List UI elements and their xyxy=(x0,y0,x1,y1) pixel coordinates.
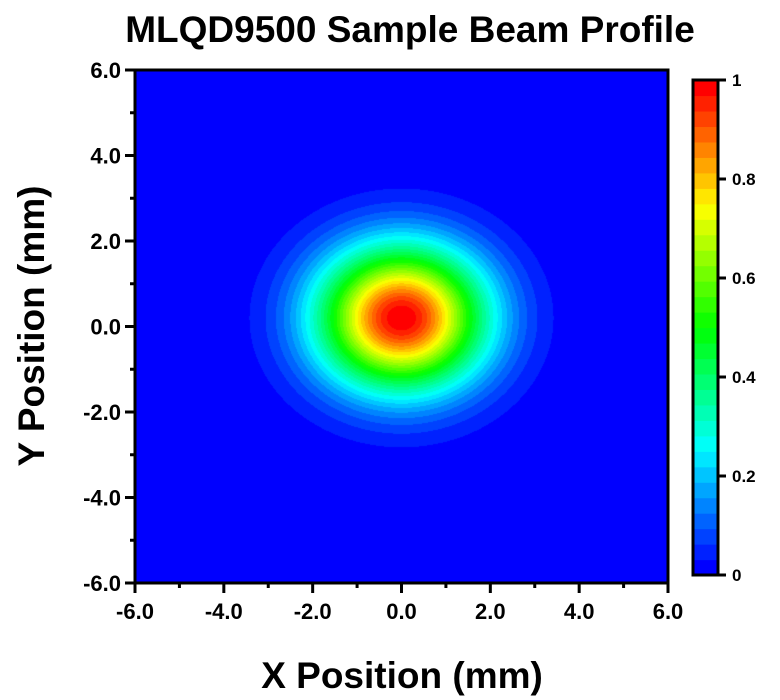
colorbar-level xyxy=(693,528,718,545)
y-axis-label: Y Position (mm) xyxy=(11,186,52,467)
colorbar-level xyxy=(693,435,718,452)
colorbar-level xyxy=(693,373,718,390)
colorbar-level xyxy=(693,358,718,375)
x-tick-label: -2.0 xyxy=(294,599,332,624)
colorbar-level xyxy=(693,466,718,483)
colorbar-level xyxy=(693,203,718,220)
y-tick-label: 0.0 xyxy=(90,315,121,340)
colorbar-level xyxy=(693,281,718,298)
colorbar-tick-label: 0 xyxy=(732,566,741,585)
colorbar-level xyxy=(693,141,718,158)
colorbar-tick-label: 1 xyxy=(732,71,741,90)
heatmap-image xyxy=(135,70,668,583)
x-axis: -6.0 -4.0 -2.0 0.0 2.0 4.0 6.0 xyxy=(116,583,683,624)
x-tick-label: -6.0 xyxy=(116,599,154,624)
y-tick-label: 6.0 xyxy=(90,58,121,83)
colorbar-level xyxy=(693,296,718,313)
colorbar-tick-label: 0.8 xyxy=(732,170,756,189)
x-tick-label: 4.0 xyxy=(564,599,595,624)
y-tick-label: 2.0 xyxy=(90,229,121,254)
colorbar-level xyxy=(693,80,718,97)
colorbar-level xyxy=(693,482,718,499)
colorbar-level xyxy=(693,234,718,251)
colorbar-level xyxy=(693,559,718,576)
colorbar-level xyxy=(693,95,718,112)
colorbar-level xyxy=(693,544,718,561)
colorbar-level xyxy=(693,451,718,468)
x-tick-label: 2.0 xyxy=(475,599,506,624)
y-tick-label: -6.0 xyxy=(83,571,121,596)
colorbar-level xyxy=(693,513,718,530)
colorbar-level xyxy=(693,342,718,360)
plot-area xyxy=(133,68,670,585)
colorbar-tick-label: 0.2 xyxy=(732,467,756,486)
colorbar-level xyxy=(693,110,718,128)
y-axis: 6.0 4.0 2.0 0.0 -2.0 -4.0 -6.0 xyxy=(83,58,135,596)
colorbar-level xyxy=(693,250,718,267)
colorbar-level xyxy=(693,157,718,174)
colorbar-tick-label: 0.4 xyxy=(732,368,756,387)
colorbar-frame xyxy=(691,78,720,577)
colorbar-level xyxy=(693,188,718,205)
x-tick-label: -4.0 xyxy=(205,599,243,624)
colorbar-level xyxy=(693,172,718,189)
colorbar-level xyxy=(693,389,718,406)
colorbar-level xyxy=(693,420,718,437)
x-tick-label: 0.0 xyxy=(386,599,417,624)
x-axis-label: X Position (mm) xyxy=(261,655,543,696)
colorbar-level xyxy=(693,404,718,421)
colorbar-level xyxy=(693,265,718,282)
colorbar: 0 0.2 0.4 0.6 0.8 1 xyxy=(691,71,756,585)
chart-title: MLQD9500 Sample Beam Profile xyxy=(125,9,695,50)
colorbar-level xyxy=(693,327,718,344)
y-tick-label: -4.0 xyxy=(83,486,121,511)
x-tick-label: 6.0 xyxy=(653,599,684,624)
y-tick-label: 4.0 xyxy=(90,144,121,169)
colorbar-level xyxy=(693,312,718,329)
colorbar-level xyxy=(693,219,718,236)
colorbar-tick-label: 0.6 xyxy=(732,269,756,288)
colorbar-level xyxy=(693,126,718,143)
colorbar-level xyxy=(693,497,718,514)
y-tick-label: -2.0 xyxy=(83,400,121,425)
